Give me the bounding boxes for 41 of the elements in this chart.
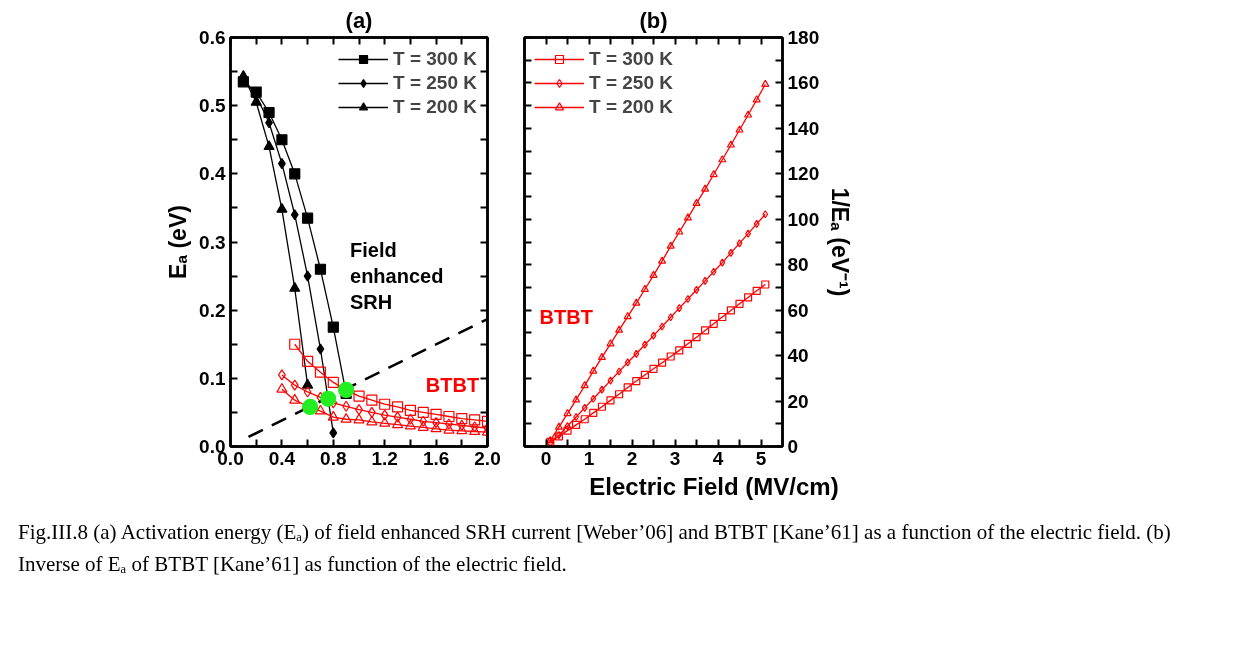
y-tick-label: 0.2	[199, 299, 226, 321]
y-tick-label: 0.4	[199, 163, 226, 185]
x-tick-label: 1.2	[371, 447, 398, 469]
x-tick-label: 2	[626, 447, 638, 469]
y2-tick-label: 40	[787, 345, 809, 367]
x-tick-label: 0.8	[320, 447, 347, 469]
y2-tick-label: 20	[787, 390, 809, 412]
y2-tick-label: 60	[787, 299, 809, 321]
annotation: Field enhanced SRH	[350, 238, 444, 314]
legend-label: T = 250 K	[393, 71, 477, 95]
y2-tick-label: 100	[787, 208, 820, 230]
y2-axis-title: 1/Eₐ (eV⁻¹)	[827, 187, 854, 297]
legend-label: T = 250 K	[589, 71, 673, 95]
x-tick-label: 0	[540, 447, 552, 469]
y2-tick-label: 140	[787, 117, 820, 139]
text: Fig.III.8 (a) Activation energy (Eₐ) of field enhanced SRH current [Weber’06] and BTBT [Kane’61] as a function of the electric field. (b) Inverse of Eₐ of BTBT [Kane’61] as function of the electric field.	[18, 519, 1172, 578]
annotation: BTBT	[539, 305, 593, 328]
legend-label: T = 200 K	[589, 95, 673, 119]
y2-tick-label: 120	[787, 163, 820, 185]
y-tick-label: 0.5	[199, 95, 226, 117]
x-tick-label: 1.6	[422, 447, 450, 469]
annotation: BTBT	[425, 374, 480, 397]
x-tick-label: 0.4	[268, 447, 296, 469]
legend-label: T = 300 K	[393, 47, 477, 71]
legend-label: T = 300 K	[589, 47, 673, 71]
y2-tick-label: 160	[787, 72, 820, 94]
legend-label: T = 200 K	[393, 95, 477, 119]
y-axis-title: Eₐ (eV)	[165, 205, 192, 279]
chart-title: (a)	[345, 7, 373, 33]
y2-tick-label: 80	[787, 254, 809, 276]
x-tick-label: 4	[712, 447, 724, 469]
x-axis-title: Electric Field (MV/cm)	[589, 472, 839, 502]
x-tick-label: 2.0	[474, 447, 501, 469]
x-tick-label: 1	[583, 447, 595, 469]
y2-tick-label: 180	[787, 27, 820, 48]
y-tick-label: 0.6	[199, 27, 226, 48]
chart-title: (b)	[639, 7, 668, 33]
y-tick-label: 0.1	[199, 367, 226, 389]
y-tick-label: 0.3	[199, 231, 226, 253]
x-tick-label: 5	[755, 447, 767, 469]
x-tick-label: 3	[669, 447, 681, 469]
